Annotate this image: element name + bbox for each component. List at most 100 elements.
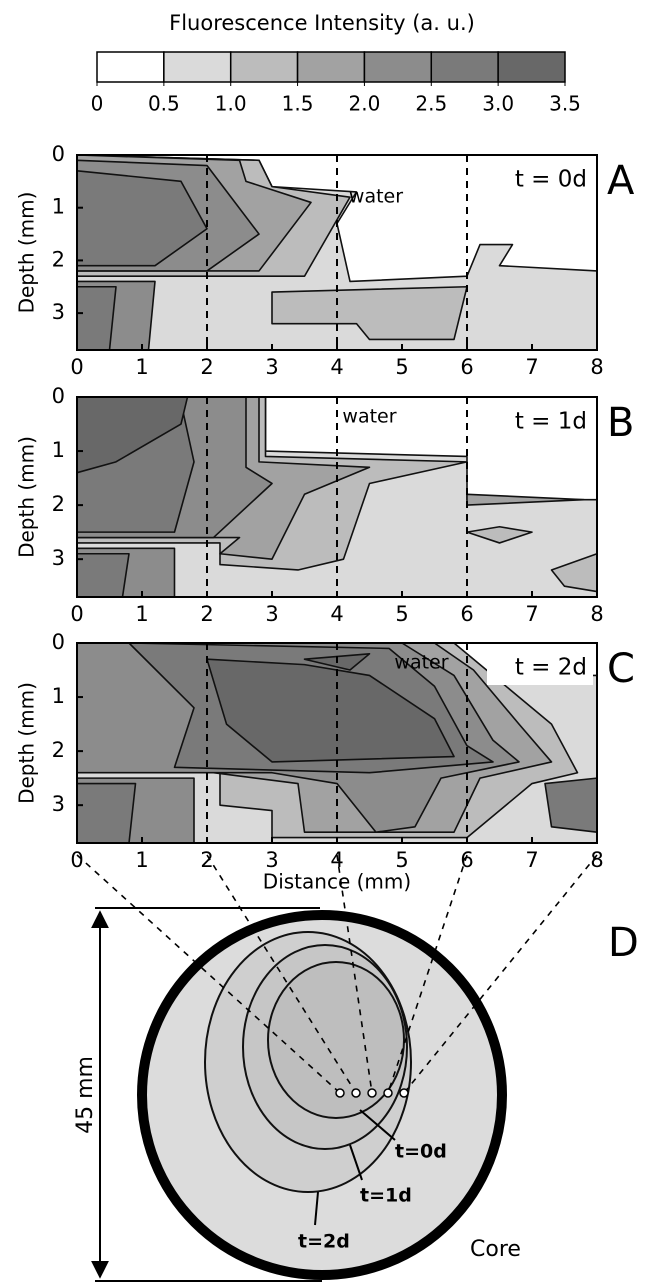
colorbar-tick-label: 1.5 [282, 92, 314, 116]
x-tick-label: 7 [525, 848, 538, 872]
projection-line [387, 854, 468, 1094]
x-tick-label: 4 [330, 602, 343, 626]
y-tick-label: 3 [52, 792, 65, 816]
colorbar-swatch [163, 51, 232, 83]
y-tick-label: 0 [52, 384, 65, 408]
projection-line [403, 854, 598, 1094]
x-tick-label: 5 [395, 848, 408, 872]
x-tick-label: 0 [70, 355, 83, 379]
annotation: t = 2d [515, 655, 587, 681]
colorbar-swatch [430, 51, 499, 83]
panels: 0 1 2 3 4 5 6 7 8 0 1 2 3 Depth (mm) water t = 0d A 0 1 2 3 4… [15, 142, 636, 894]
colorbar-swatch [96, 51, 165, 83]
colorbar-tick-label: 0.5 [148, 92, 180, 116]
x-tick-label: 2 [200, 355, 213, 379]
y-axis-label: Depth (mm) [15, 682, 39, 804]
projection-line [336, 854, 373, 1094]
y-tick-label: 0 [52, 142, 65, 166]
colorbar-swatch [229, 51, 299, 83]
contour-label: t=2d [298, 1231, 350, 1253]
annotation-box [487, 649, 593, 685]
colorbar-swatch [363, 51, 433, 83]
diagram: 45 mm t=0d t=1d t=2d Core D [73, 854, 639, 1282]
sample-point [383, 1088, 393, 1098]
y-axis-label: Depth (mm) [15, 192, 39, 314]
sample-point [335, 1088, 345, 1098]
y-tick-label: 2 [52, 492, 65, 516]
sample-point [351, 1088, 361, 1098]
colorbar-tick-label: 2.0 [349, 92, 381, 116]
x-tick-label: 1 [135, 355, 148, 379]
x-tick-label: 1 [135, 848, 148, 872]
contour-region [76, 552, 130, 598]
x-tick-label: 3 [265, 355, 278, 379]
colorbar-tick-label: 2.5 [415, 92, 447, 116]
x-tick-label: 2 [200, 848, 213, 872]
colorbar-swatch [296, 51, 366, 83]
x-tick-label: 6 [460, 602, 473, 626]
y-tick-label: 1 [52, 438, 65, 462]
colorbar-swatch [497, 51, 566, 83]
x-tick-label: 6 [460, 848, 473, 872]
x-tick-label: 0 [70, 602, 83, 626]
x-tick-label: 5 [395, 355, 408, 379]
colorbar-tick-label: 0 [91, 92, 104, 116]
contour-region [206, 658, 455, 763]
annotation: t = 0d [515, 167, 587, 193]
x-tick-label: 8 [590, 602, 603, 626]
panel-label: C [607, 646, 635, 692]
annotation: water [342, 406, 396, 428]
contour-label: t=0d [395, 1141, 447, 1163]
leader [314, 1191, 319, 1226]
contour-region [544, 777, 598, 833]
x-tick-label: 3 [265, 848, 278, 872]
y-tick-label: 1 [52, 684, 65, 708]
contour-region [76, 285, 117, 351]
contour-region [466, 525, 533, 544]
annotation-box [487, 403, 593, 439]
x-tick-label: 4 [330, 355, 343, 379]
colorbar-tick-label: 3.0 [482, 92, 514, 116]
y-tick-label: 1 [52, 195, 65, 219]
colorbar: 0 0.5 1.0 1.5 2.0 2.5 3.0 3.5 [91, 51, 581, 116]
contour-t0 [267, 961, 405, 1119]
x-tick-label: 0 [70, 848, 83, 872]
x-tick-label: 3 [265, 602, 278, 626]
annotation: water [349, 186, 403, 208]
contour-panel: 0 1 2 3 4 5 6 7 8 0 1 2 3 Depth (mm) water t = 0d A [15, 142, 636, 379]
annotation: water [394, 652, 448, 674]
sample-point [399, 1088, 409, 1098]
x-tick-label: 8 [590, 355, 603, 379]
y-tick-label: 2 [52, 247, 65, 271]
leader [359, 1109, 396, 1141]
x-tick-label: 8 [590, 848, 603, 872]
colorbar-tick-label: 1.0 [215, 92, 247, 116]
leader [349, 1144, 363, 1181]
annotation: t = 1d [515, 409, 587, 435]
sample-point [367, 1088, 377, 1098]
core-label: Core [470, 1237, 521, 1262]
contour-region [466, 493, 585, 506]
x-tick-label: 7 [525, 355, 538, 379]
annotation-box [487, 161, 593, 197]
contour-panel: 0 1 2 3 4 5 6 7 8 0 1 2 3 Depth (mm) water t = 1d B [15, 384, 635, 626]
contour-label: t=1d [360, 1185, 412, 1207]
x-tick-label: 1 [135, 602, 148, 626]
panel-label: D [608, 920, 639, 966]
x-axis-label: Distance (mm) [263, 870, 411, 894]
panel-label: B [607, 400, 634, 446]
colorbar-tick-label: 3.5 [549, 92, 581, 116]
colorbar-title: Fluorescence Intensity (a. u.) [169, 11, 475, 35]
y-tick-label: 3 [52, 300, 65, 324]
x-tick-label: 5 [395, 602, 408, 626]
x-tick-label: 2 [200, 602, 213, 626]
contour-region [76, 782, 137, 844]
projection-line [206, 854, 357, 1094]
y-axis-label: Depth (mm) [15, 436, 39, 558]
x-tick-label: 6 [460, 355, 473, 379]
y-tick-label: 3 [52, 546, 65, 570]
panel-label: A [607, 158, 635, 204]
